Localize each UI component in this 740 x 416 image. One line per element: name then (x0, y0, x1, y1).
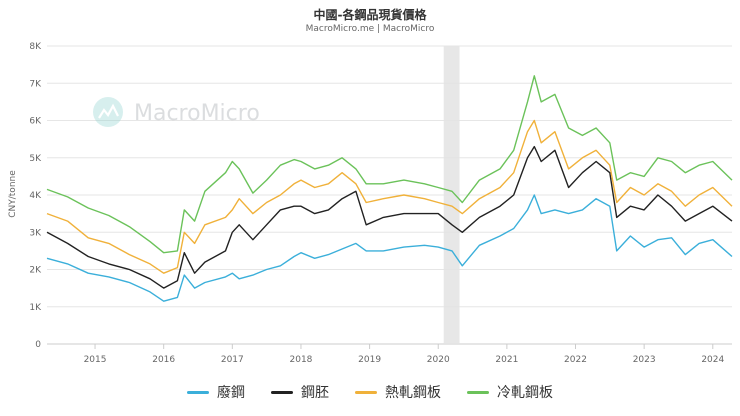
x-tick-label: 2021 (495, 355, 518, 365)
x-tick-label: 2015 (84, 355, 107, 365)
legend-swatch (271, 390, 293, 394)
y-axis-title: CNY/tonne (8, 170, 18, 218)
series-line-2 (46, 145, 733, 289)
x-tick-label: 2019 (358, 355, 381, 365)
y-tick-label: 0 (35, 340, 41, 350)
legend-item-3[interactable]: 熱軋鋼板 (355, 382, 441, 402)
x-tick-label: 2016 (152, 355, 175, 365)
gridlines (47, 45, 732, 349)
legend-swatch (467, 390, 489, 394)
y-tick-label: 1K (29, 303, 42, 313)
x-tick-label: 2024 (701, 355, 724, 365)
legend-label: 冷軋鋼板 (497, 385, 553, 401)
series-line-3 (46, 119, 733, 274)
series-line-4 (46, 75, 733, 254)
y-tick-label: 2K (29, 266, 42, 276)
legend-item-4[interactable]: 冷軋鋼板 (467, 382, 553, 402)
legend-label: 熱軋鋼板 (385, 385, 441, 401)
y-tick-label: 7K (29, 79, 42, 89)
y-axis-labels: 0 1K 2K 3K 4K 5K 6K 7K 8K (29, 42, 42, 350)
legend-swatch (355, 390, 377, 394)
watermark: MacroMicro (93, 97, 260, 127)
legend: 廢鋼 鋼胚 熱軋鋼板 冷軋鋼板 (0, 382, 740, 402)
x-tick-label: 2023 (633, 355, 656, 365)
legend-label: 廢鋼 (217, 385, 245, 401)
chart-subtitle: MacroMicro.me | MacroMicro (305, 24, 435, 34)
x-tick-label: 2017 (221, 355, 244, 365)
chart-title: 中國-各鋼品現貨價格 (313, 8, 427, 22)
y-tick-label: 6K (29, 117, 42, 127)
y-tick-label: 5K (29, 154, 42, 164)
legend-item-1[interactable]: 廢鋼 (187, 382, 245, 402)
x-tick-label: 2018 (290, 355, 313, 365)
highlight-band (443, 46, 460, 344)
watermark-text: MacroMicro (134, 101, 260, 126)
x-tick-label: 2022 (564, 355, 587, 365)
y-tick-label: 4K (29, 191, 42, 201)
y-tick-label: 3K (29, 228, 42, 238)
x-tick-label: 2020 (427, 355, 450, 365)
legend-label: 鋼胚 (301, 385, 329, 401)
y-tick-label: 8K (29, 42, 42, 52)
x-axis-labels: 2015 2016 2017 2018 2019 2020 2021 2022 2023 2024 (84, 355, 725, 365)
legend-swatch (187, 390, 209, 394)
legend-item-2[interactable]: 鋼胚 (271, 382, 329, 402)
series-lines (46, 75, 733, 302)
series-line-1 (46, 194, 733, 302)
